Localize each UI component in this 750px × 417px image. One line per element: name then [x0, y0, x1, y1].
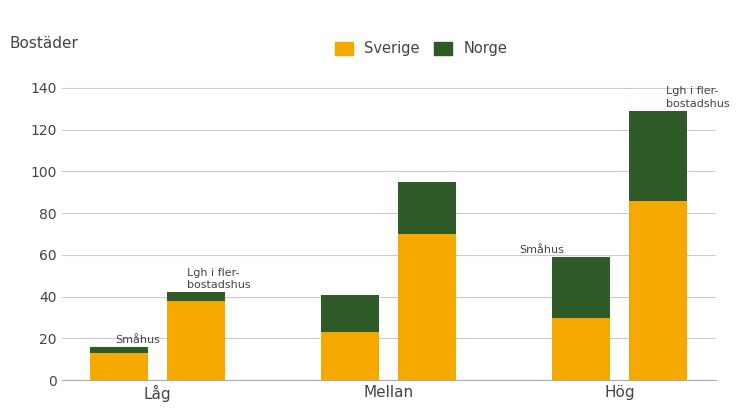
Bar — [90, 347, 148, 353]
Bar — [629, 111, 687, 201]
Text: Lgh i fler-
bostadshus: Lgh i fler- bostadshus — [666, 86, 730, 109]
Bar — [629, 201, 687, 380]
Text: Bostäder: Bostäder — [9, 36, 78, 51]
Text: Småhus: Småhus — [116, 335, 160, 344]
Bar — [167, 301, 225, 380]
Bar — [321, 332, 379, 380]
Text: Småhus: Småhus — [520, 245, 565, 255]
Legend: Sverige, Norge: Sverige, Norge — [331, 37, 512, 60]
Bar — [90, 353, 148, 380]
Bar — [552, 317, 610, 380]
Bar — [167, 292, 225, 301]
Bar — [552, 257, 610, 317]
Bar — [398, 234, 456, 380]
Bar — [398, 182, 456, 234]
Text: Lgh i fler-
bostadshus: Lgh i fler- bostadshus — [187, 268, 250, 290]
Bar — [321, 294, 379, 332]
